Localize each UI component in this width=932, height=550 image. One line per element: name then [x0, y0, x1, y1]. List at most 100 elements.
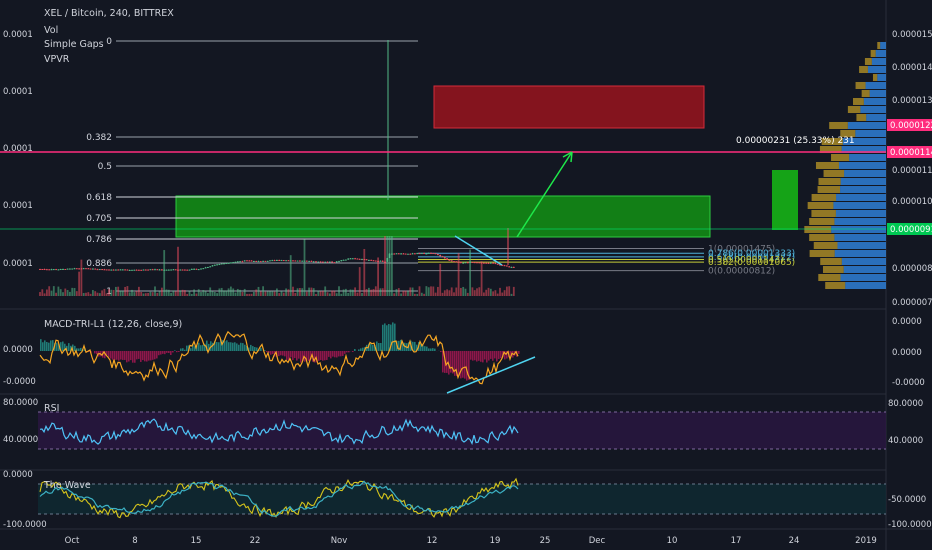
volume-bar [379, 288, 382, 296]
time-axis-label: Nov [331, 536, 348, 546]
candle-body [124, 269, 126, 271]
volume-bar [271, 291, 274, 296]
volume-bar [96, 292, 99, 296]
volume-bar [193, 289, 195, 296]
candle-body [57, 269, 60, 271]
volume-profile-down [847, 106, 861, 113]
volume-bar [151, 292, 154, 296]
time-axis-label: 10 [667, 536, 678, 546]
macd-title[interactable]: MACD-TRI-L1 (12,26, close,9) [44, 319, 182, 330]
candle-body [301, 260, 304, 262]
macd-histogram-bar [128, 351, 130, 362]
volume-bar [158, 291, 161, 296]
fib-extension-label: 0.786(0.00001333) [708, 249, 795, 259]
volume-bar [197, 289, 200, 296]
volume-bar [135, 290, 138, 296]
volume-bar [115, 286, 117, 296]
macd-histogram-bar [116, 351, 118, 360]
candle-body [64, 268, 67, 270]
volume-profile-down [809, 250, 835, 257]
macd-histogram-bar [132, 351, 134, 363]
volume-bar [266, 291, 269, 296]
macd-histogram-bar [458, 351, 460, 376]
volume-bar [473, 290, 476, 296]
macd-histogram-bar [76, 348, 78, 351]
macd-histogram-bar [122, 351, 124, 360]
right-price-label: 0.00001500 [892, 30, 932, 40]
macd-axis-label: -0.0000 [892, 378, 925, 388]
volume-profile-up [845, 282, 886, 289]
macd-histogram-bar [492, 351, 494, 361]
macd-histogram-bar [158, 351, 160, 356]
macd-histogram-bar [244, 344, 246, 351]
candle-body [80, 268, 83, 270]
macd-pane[interactable] [39, 322, 520, 385]
macd-histogram-bar [266, 351, 268, 353]
left-axis-label: 0.0001 [3, 201, 33, 211]
volume-bar [232, 288, 235, 296]
candle-body [161, 269, 163, 271]
volume-bar [434, 292, 437, 296]
fib-extension[interactable]: 1(0.00001475)0.786(0.00001333)0.618(0.00… [418, 244, 795, 277]
candle-body [276, 260, 278, 262]
candle-body [126, 269, 129, 271]
volume-profile [772, 42, 886, 289]
macd-divergence-line[interactable] [446, 356, 536, 394]
fib-extension-label: 1(0.00001475) [708, 244, 775, 254]
chart-title[interactable]: XEL / Bitcoin, 240, BITTREX [44, 8, 174, 19]
volume-bar [179, 290, 182, 296]
trendline-down[interactable] [454, 235, 503, 266]
red-supply-zone[interactable] [433, 85, 705, 129]
rsi-pane[interactable] [39, 418, 519, 446]
indicator-vol[interactable]: Vol [44, 25, 58, 36]
candle-body [501, 264, 504, 266]
macd-histogram-bar [360, 348, 362, 351]
projection-arrow[interactable] [516, 151, 573, 238]
candle-body [55, 269, 57, 271]
volume-bar [347, 292, 350, 296]
macd-histogram-bar [494, 351, 496, 359]
macd-histogram-bar [338, 351, 340, 357]
volume-bar [370, 289, 373, 296]
volume-bar [289, 255, 292, 296]
indicator-vpvr[interactable]: VPVR [44, 54, 70, 65]
wave-pane[interactable] [39, 477, 519, 519]
wave-axis-label: -50.0000 [888, 495, 926, 505]
candle-body [317, 261, 320, 263]
volume-bar [147, 292, 149, 296]
time-axis-label: 2019 [855, 536, 877, 546]
volume-bar [377, 257, 379, 296]
volume-bar [161, 287, 163, 296]
macd-histogram-bar [480, 351, 482, 362]
volume-bar [460, 287, 462, 296]
volume-profile-down [870, 50, 876, 57]
macd-histogram-bar [306, 351, 308, 361]
candle-body [508, 266, 511, 268]
green-demand-zone[interactable] [175, 195, 711, 238]
candle-body [218, 264, 221, 266]
indicator-simple-gaps[interactable]: Simple Gaps [44, 39, 104, 50]
candle-body [248, 260, 251, 262]
candle-body [494, 263, 497, 265]
wave-title[interactable]: The Wave [43, 480, 91, 491]
volume-bar [501, 292, 504, 296]
volume-bar [94, 291, 97, 296]
volume-bar [200, 292, 202, 296]
volume-bar [133, 292, 136, 296]
candle-body [469, 261, 471, 263]
fib-extension-label: 0.382(0.00001065) [708, 258, 795, 268]
macd-histogram-bar [164, 351, 166, 355]
volume-bar [331, 290, 333, 296]
candle-body [43, 269, 46, 271]
volume-bar [255, 289, 258, 296]
candle-body [395, 253, 398, 255]
time-axis[interactable]: Oct 8 15 22 Nov 12 19 25 Dec 10 17 24 2019 [65, 536, 877, 546]
candle-body [351, 258, 354, 260]
volume-profile-down [813, 242, 838, 249]
candle-body [220, 263, 223, 265]
macd-histogram-bar [50, 340, 52, 351]
rsi-title[interactable]: RSI [44, 403, 59, 414]
candle-body [453, 261, 455, 263]
